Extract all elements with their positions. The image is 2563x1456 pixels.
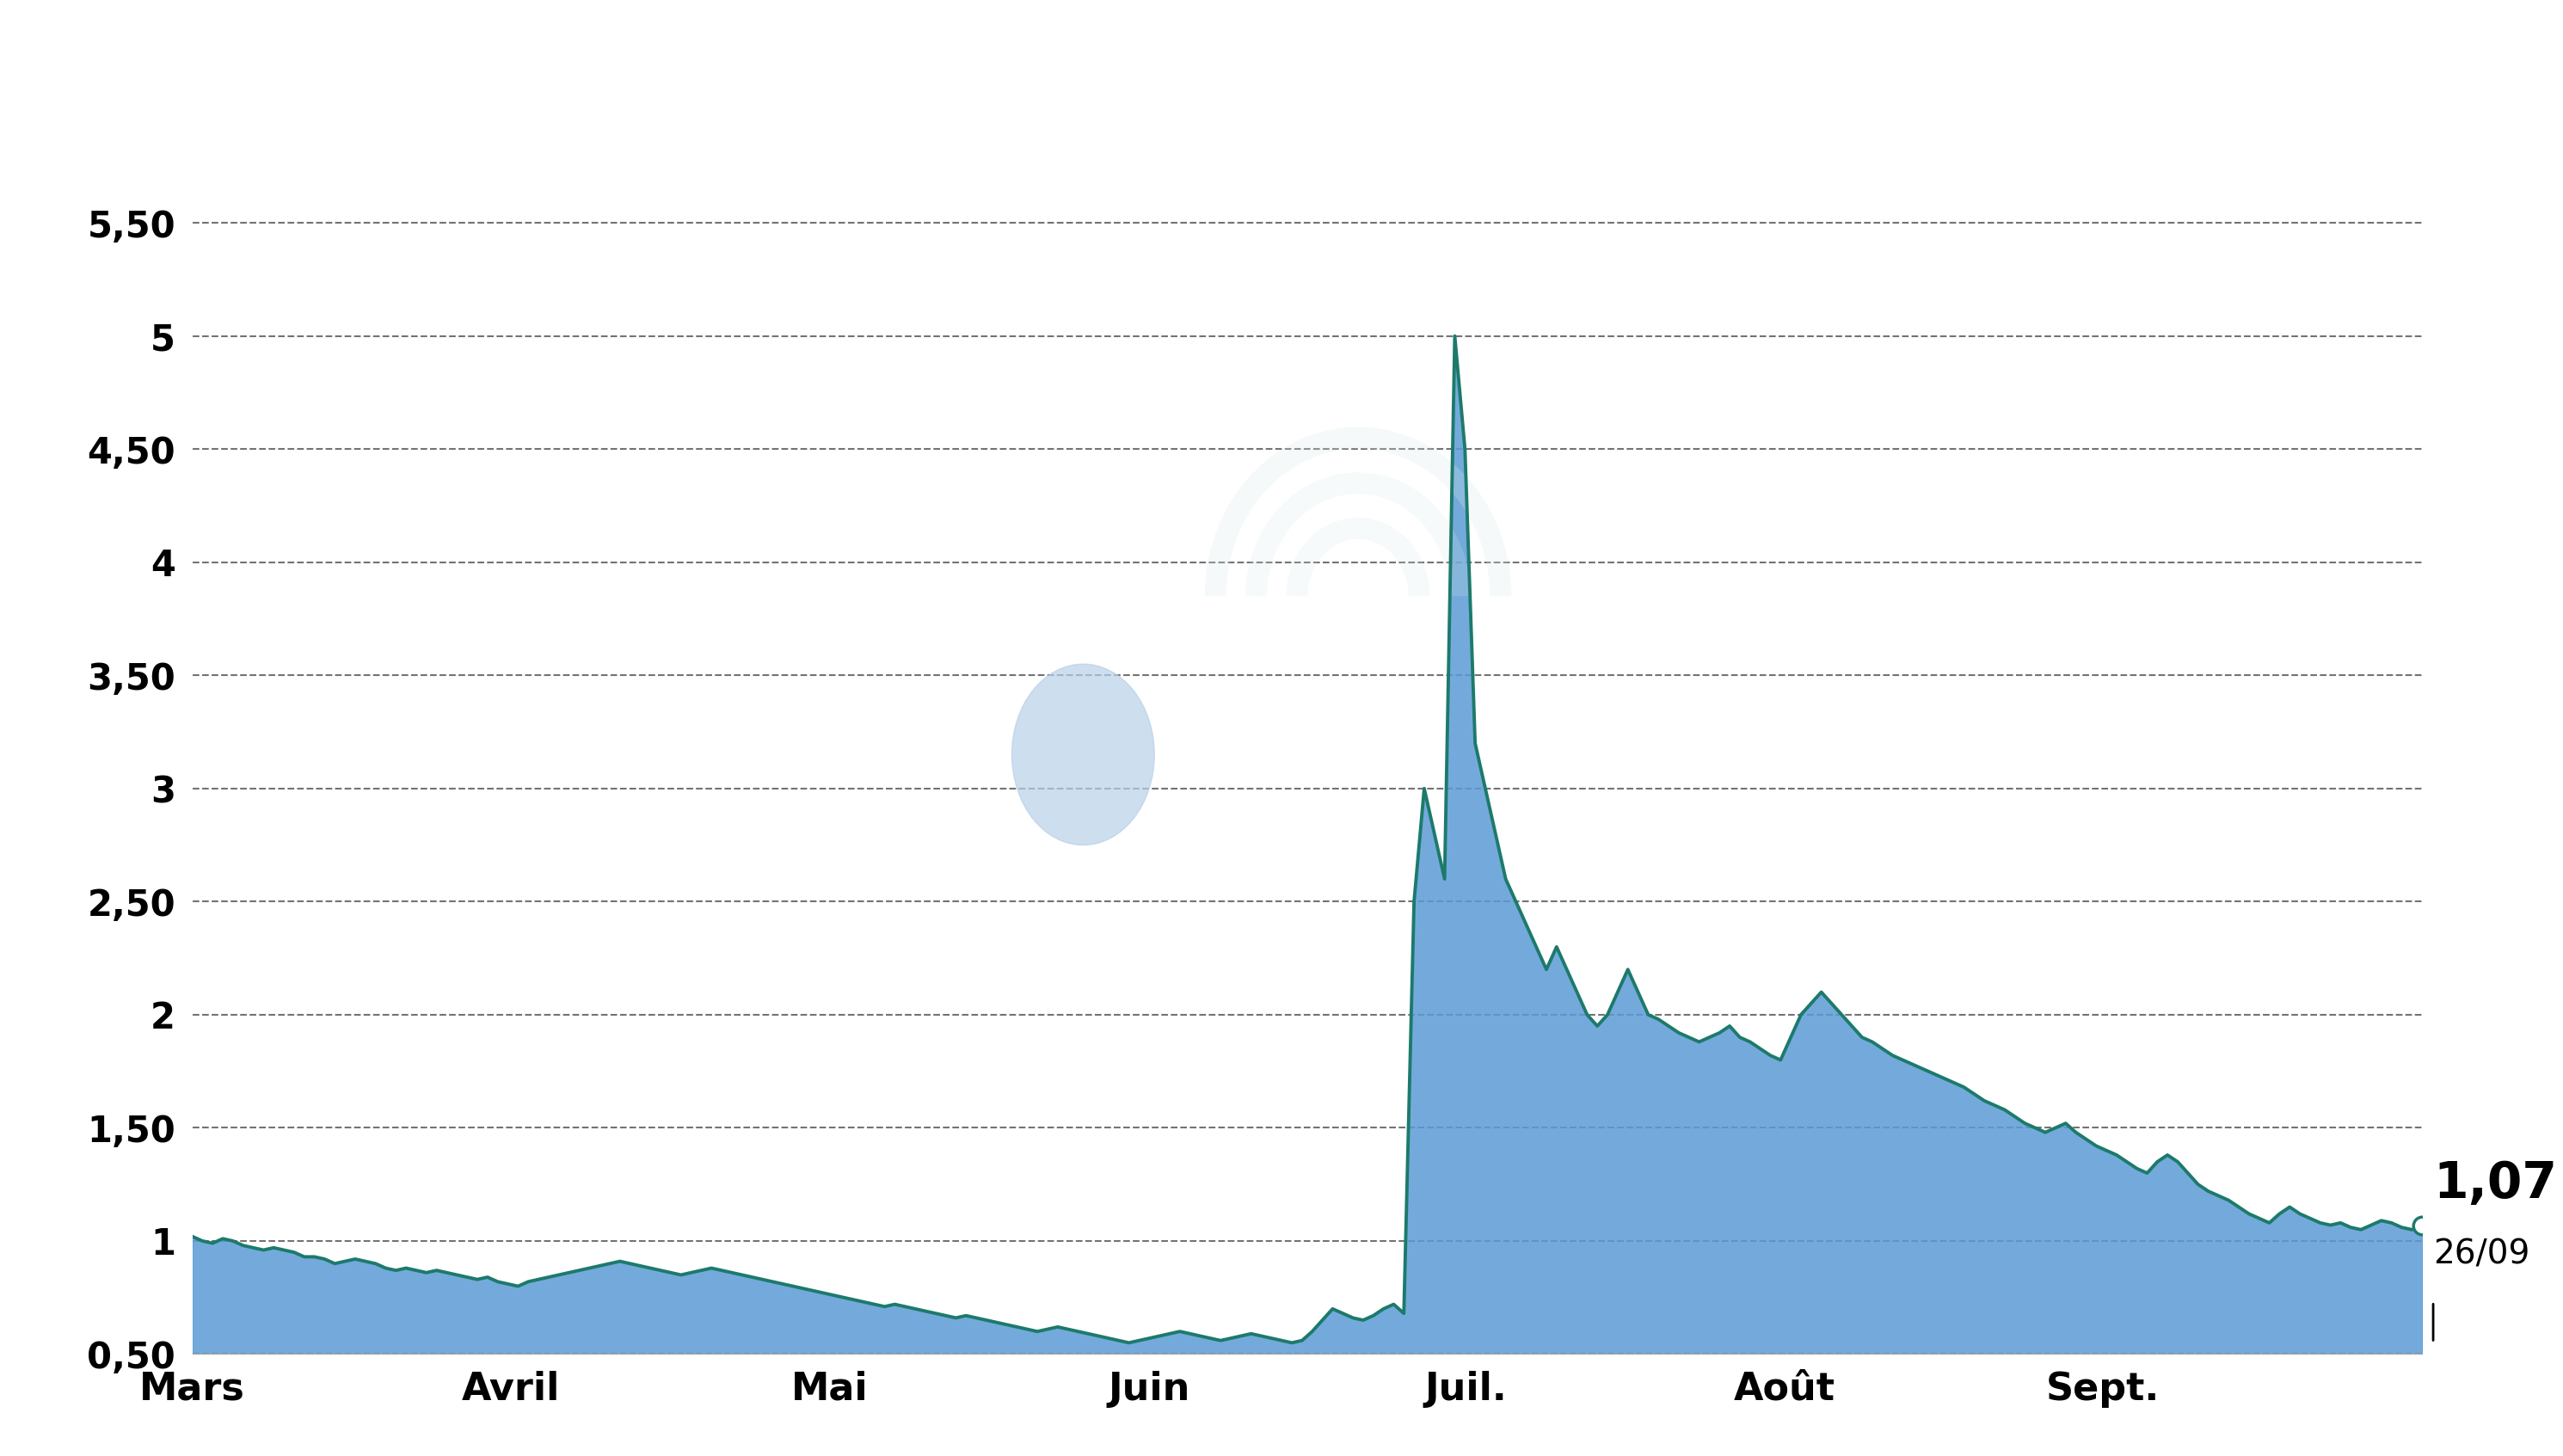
Point: [2402, 1213, 2443, 1236]
Text: 26/09: 26/09: [2432, 1238, 2530, 1271]
Ellipse shape: [1012, 664, 1153, 844]
Text: 1,07: 1,07: [2432, 1159, 2558, 1208]
Text: MIRA Pharmaceuticals, Inc.: MIRA Pharmaceuticals, Inc.: [748, 26, 1815, 93]
